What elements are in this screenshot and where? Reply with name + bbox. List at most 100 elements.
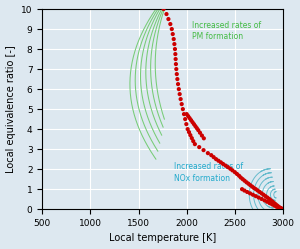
Point	[280, 207, 285, 211]
Point	[187, 130, 191, 134]
Point	[186, 114, 190, 118]
Point	[184, 112, 189, 116]
Point	[259, 191, 264, 195]
Point	[237, 174, 242, 178]
Point	[198, 131, 203, 135]
Point	[176, 82, 180, 86]
Point	[276, 205, 281, 209]
Text: Increased rates of
NOx formation: Increased rates of NOx formation	[174, 162, 243, 183]
Point	[267, 197, 272, 201]
Point	[190, 120, 195, 124]
Point	[268, 198, 273, 202]
Point	[280, 207, 285, 211]
Y-axis label: Local equivalence ratio [-]: Local equivalence ratio [-]	[6, 45, 16, 173]
Point	[251, 186, 256, 190]
Point	[280, 207, 285, 211]
Point	[265, 200, 269, 204]
Point	[273, 202, 278, 206]
Point	[228, 167, 233, 171]
Point	[226, 165, 230, 169]
Point	[272, 201, 277, 205]
Point	[214, 157, 218, 161]
Point	[172, 42, 177, 46]
Point	[270, 200, 275, 204]
Point	[235, 172, 239, 176]
Point	[197, 145, 202, 149]
Point	[242, 188, 247, 192]
Point	[244, 180, 249, 184]
Point	[240, 177, 245, 181]
Point	[193, 142, 197, 146]
Point	[178, 97, 183, 101]
Point	[265, 195, 270, 199]
Point	[166, 17, 171, 21]
Point	[196, 128, 201, 132]
Point	[242, 179, 247, 183]
Point	[172, 47, 177, 51]
Point	[254, 187, 258, 191]
Point	[188, 133, 193, 137]
Point	[176, 87, 181, 91]
Point	[201, 148, 206, 152]
Point	[278, 206, 283, 210]
Text: Increased rates of
PM formation: Increased rates of PM formation	[191, 21, 261, 42]
Point	[211, 155, 216, 159]
X-axis label: Local temperature [K]: Local temperature [K]	[109, 234, 216, 244]
Point	[250, 193, 255, 197]
Point	[184, 122, 189, 126]
Point	[277, 206, 282, 210]
Point	[189, 118, 194, 122]
Point	[275, 205, 280, 209]
Point	[240, 187, 244, 191]
Point	[279, 206, 283, 210]
Point	[181, 107, 185, 111]
Point	[279, 207, 284, 211]
Point	[175, 77, 180, 81]
Point	[277, 205, 282, 209]
Point	[191, 139, 196, 143]
Point	[248, 183, 253, 187]
Point	[191, 122, 196, 126]
Point	[201, 136, 206, 140]
Point	[193, 124, 198, 128]
Point	[230, 168, 235, 172]
Point	[171, 37, 176, 41]
Point	[173, 62, 178, 66]
Point	[248, 191, 252, 195]
Point	[168, 22, 173, 26]
Point	[280, 207, 285, 211]
Point	[232, 170, 237, 174]
Point	[259, 197, 264, 201]
Point	[280, 207, 284, 211]
Point	[189, 136, 194, 140]
Point	[194, 126, 199, 130]
Point	[161, 7, 166, 11]
Point	[275, 204, 280, 208]
Point	[200, 133, 204, 137]
Point	[279, 207, 284, 211]
Point	[257, 190, 262, 194]
Point	[218, 160, 223, 164]
Point	[223, 164, 228, 168]
Point	[173, 52, 178, 56]
Point	[250, 185, 254, 188]
Point	[274, 205, 279, 209]
Point	[272, 204, 277, 208]
Point	[177, 92, 182, 96]
Point	[280, 207, 285, 211]
Point	[254, 194, 258, 198]
Point	[182, 112, 186, 116]
Point	[270, 202, 274, 206]
Point	[173, 57, 178, 61]
Point	[280, 207, 285, 211]
Point	[183, 117, 188, 121]
Point	[261, 193, 266, 197]
Point	[187, 116, 192, 120]
Point	[221, 162, 226, 166]
Point	[216, 159, 221, 163]
Point	[185, 127, 190, 131]
Point	[174, 67, 179, 71]
Point	[256, 195, 261, 199]
Point	[209, 153, 214, 157]
Point	[170, 32, 175, 36]
